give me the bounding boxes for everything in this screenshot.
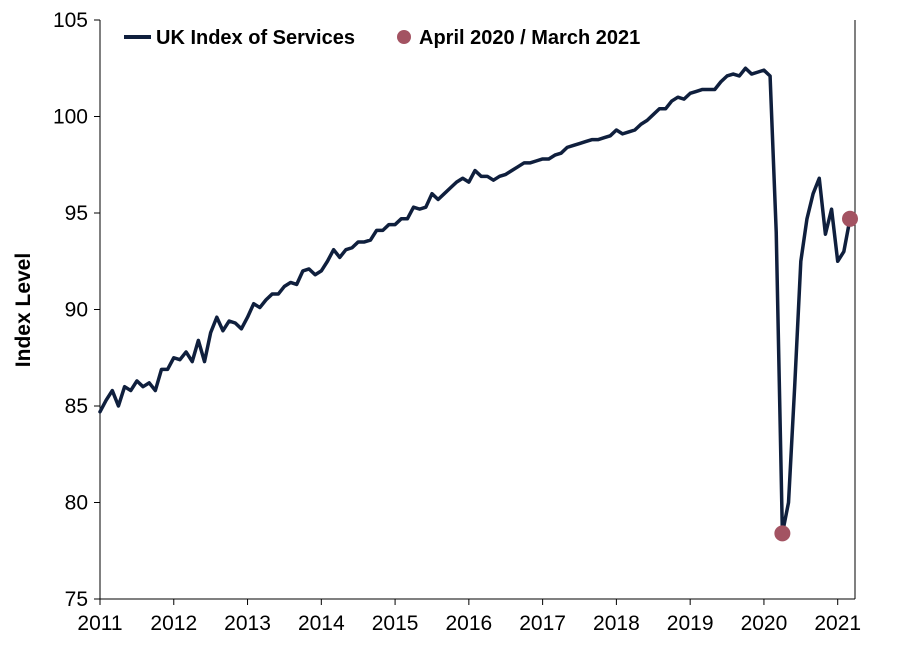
legend-marker-swatch xyxy=(397,30,411,44)
x-tick-label: 2014 xyxy=(298,612,345,635)
y-tick-label: 90 xyxy=(65,299,88,322)
x-tick-label: 2019 xyxy=(667,612,714,635)
x-ticks: 2011 2012 2013 2014 2015 2016 2017 2018 2019 2020… xyxy=(77,599,861,635)
y-tick-label: 95 xyxy=(65,202,88,225)
x-tick-label: 2021 xyxy=(814,612,861,635)
x-tick-label: 2017 xyxy=(519,612,566,635)
x-tick-label: 2016 xyxy=(445,612,492,635)
highlight-marker-point xyxy=(774,525,791,542)
legend: UK Index of Services April 2020 / March … xyxy=(124,27,640,49)
y-tick-label: 75 xyxy=(65,588,88,611)
x-tick-label: 2011 xyxy=(77,612,122,635)
y-tick-label: 80 xyxy=(65,492,88,515)
x-tick-label: 2013 xyxy=(224,612,271,635)
y-axis-title: Index Level xyxy=(12,253,35,367)
x-tick-label: 2020 xyxy=(741,612,788,635)
series-line-uk-index-of-services xyxy=(98,66,852,536)
y-tick-label: 85 xyxy=(65,395,88,418)
x-tick-label: 2018 xyxy=(593,612,640,635)
y-tick-label: 105 xyxy=(53,9,88,32)
y-tick-label: 100 xyxy=(53,106,88,129)
highlight-marker-point xyxy=(842,210,858,227)
x-tick-label: 2015 xyxy=(372,612,419,635)
legend-label-line: UK Index of Services xyxy=(156,27,355,49)
legend-label-marker: April 2020 / March 2021 xyxy=(419,27,640,49)
y-ticks: 75 80 85 90 95 100 105 xyxy=(53,9,100,611)
highlight-markers xyxy=(774,210,858,542)
x-tick-label: 2012 xyxy=(150,612,197,635)
